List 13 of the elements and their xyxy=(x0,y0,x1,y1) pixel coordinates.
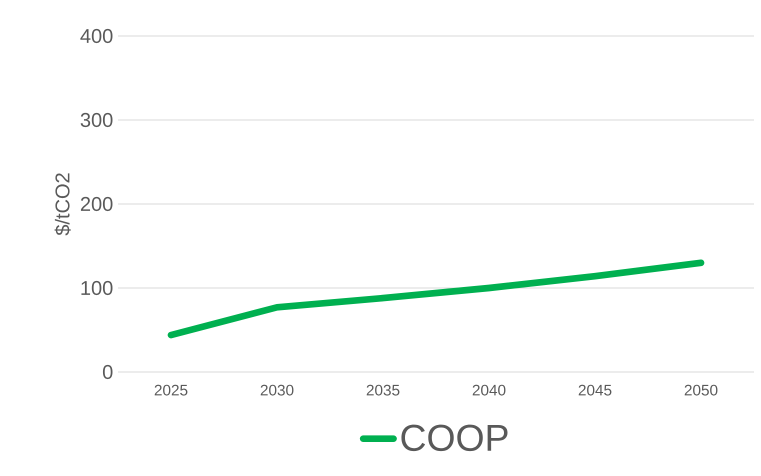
x-tick-label: 2030 xyxy=(260,384,294,396)
y-tick-label: 100 xyxy=(81,280,112,296)
y-tick-label: 300 xyxy=(80,112,112,128)
x-tick-label: 2035 xyxy=(366,384,400,396)
y-tick-label: 200 xyxy=(80,196,112,212)
y-tick-label: 400 xyxy=(80,28,112,44)
x-tick-label: 2040 xyxy=(472,384,506,396)
y-tick-label: 0 xyxy=(102,364,112,380)
x-tick-label: 2025 xyxy=(154,384,188,396)
y-axis-title: $/tCO2 xyxy=(54,173,71,236)
legend-label: COOP xyxy=(401,424,508,452)
x-tick-label: 2045 xyxy=(578,384,612,396)
x-tick-label: 2050 xyxy=(684,384,718,396)
